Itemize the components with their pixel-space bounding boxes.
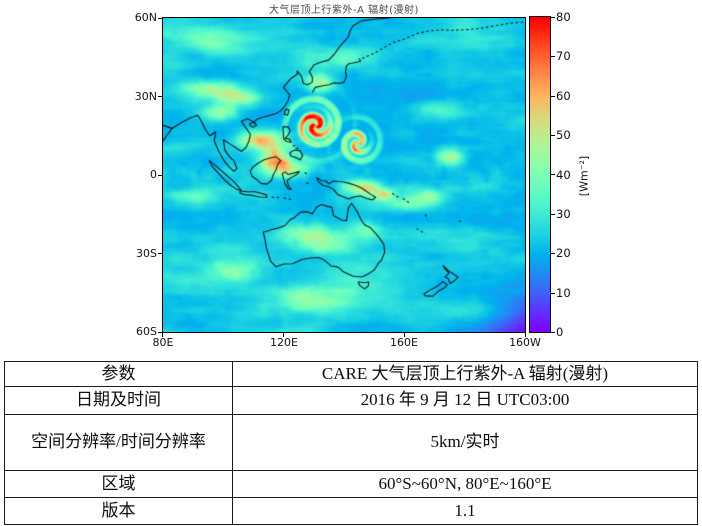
- row-value: CARE 大气层顶上行紫外-A 辐射(漫射): [232, 361, 698, 387]
- cbar-tickmark: [551, 56, 555, 57]
- cbar-tickmark: [551, 253, 555, 254]
- row-value: 5km/实时: [232, 414, 698, 471]
- y-tickmark: [158, 332, 162, 333]
- y-tickmark: [158, 253, 162, 254]
- ytick-0: 0: [150, 168, 157, 181]
- radiation-heatmap-canvas: [162, 17, 526, 333]
- row-label-text: 空间分辨率/时间分辨率: [31, 432, 206, 452]
- cbar-tickmark: [551, 293, 555, 294]
- row-value: 1.1: [232, 497, 698, 525]
- cbar-tickmark: [551, 135, 555, 136]
- ytick-30n: 30N: [134, 89, 157, 103]
- table-row-parameter: 参数 CARE 大气层顶上行紫外-A 辐射(漫射): [4, 361, 698, 387]
- xtick-160w: 160W: [509, 336, 541, 349]
- y-tickmark: [158, 18, 162, 19]
- row-label: 区域: [4, 470, 233, 498]
- ytick-60n: 60N: [134, 11, 157, 24]
- xtick-160e: 160E: [390, 336, 418, 349]
- cbar-tickmark: [551, 214, 555, 215]
- cbar-tick-30: 30: [556, 206, 571, 221]
- metadata-table: 参数 CARE 大气层顶上行紫外-A 辐射(漫射) 日期及时间 2016 年 9…: [4, 361, 698, 525]
- table-row-resolution: 空间分辨率/时间分辨率 5km/实时: [4, 414, 698, 471]
- row-label: 日期及时间: [4, 386, 233, 415]
- x-tickmark: [162, 333, 163, 337]
- cbar-tick-10: 10: [556, 285, 571, 300]
- row-label: 版本: [4, 497, 233, 525]
- xtick-120e: 120E: [270, 336, 298, 349]
- cbar-tickmark: [551, 174, 555, 175]
- row-label: 参数: [4, 361, 233, 387]
- cbar-tick-20: 20: [556, 246, 571, 261]
- row-value: 60°S~60°N, 80°E~160°E: [232, 470, 698, 498]
- cbar-tickmark: [551, 96, 555, 97]
- cbar-tick-80: 80: [556, 10, 571, 24]
- table-row-datetime: 日期及时间 2016 年 9 月 12 日 UTC03:00: [4, 386, 698, 415]
- y-tickmark: [158, 96, 162, 97]
- row-label: 空间分辨率/时间分辨率: [4, 414, 233, 471]
- row-value: 2016 年 9 月 12 日 UTC03:00: [232, 386, 698, 415]
- xtick-80e: 80E: [152, 336, 174, 349]
- cbar-tick-60: 60: [556, 88, 571, 103]
- x-tickmark: [525, 333, 526, 337]
- colorbar-unit-label: [Wm⁻²]: [577, 155, 591, 197]
- table-row-version: 版本 1.1: [4, 497, 698, 525]
- colorbar-canvas: [529, 16, 551, 333]
- cbar-tick-50: 50: [556, 128, 571, 143]
- figure-title: 大气层顶上行紫外-A 辐射(漫射): [269, 5, 419, 16]
- x-tickmark: [283, 333, 284, 337]
- cbar-tick-70: 70: [556, 49, 571, 64]
- ytick-30s: 30S: [136, 246, 157, 260]
- y-tickmark: [158, 175, 162, 176]
- cbar-tick-40: 40: [556, 167, 571, 182]
- x-tickmark: [404, 333, 405, 337]
- ytick-60s: 60S: [136, 325, 157, 338]
- cbar-tickmark: [551, 17, 555, 18]
- table-row-region: 区域 60°S~60°N, 80°E~160°E: [4, 470, 698, 498]
- cbar-tick-0: 0: [556, 325, 564, 339]
- cbar-tickmark: [551, 332, 555, 333]
